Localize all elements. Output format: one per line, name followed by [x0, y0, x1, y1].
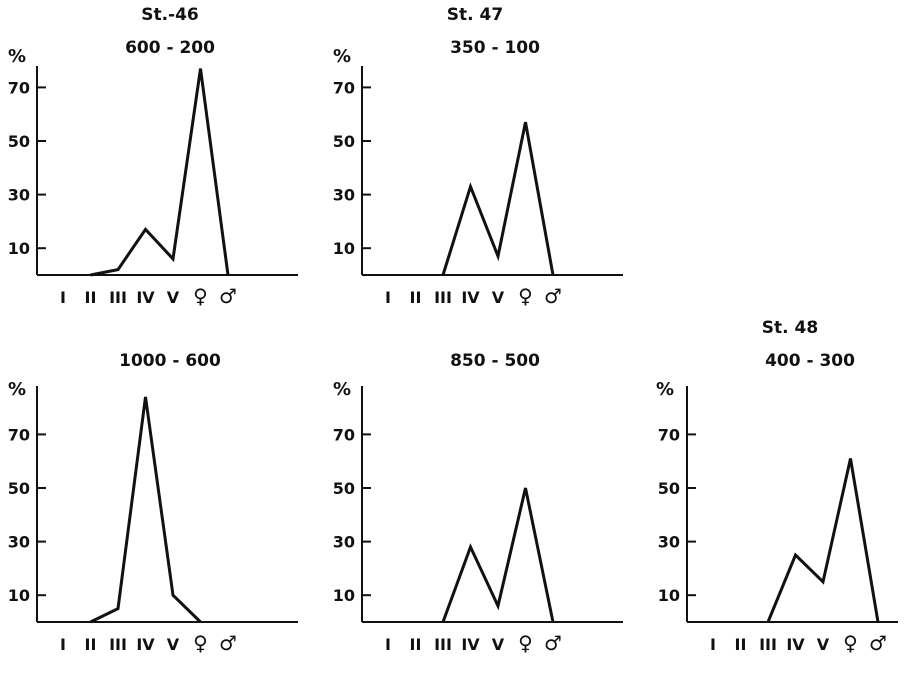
x-tick-label: ♂	[869, 631, 887, 655]
x-tick-label: ♀	[193, 284, 208, 308]
x-tick-label: IV	[786, 635, 805, 654]
station-label-48: St. 48	[730, 318, 850, 338]
x-tick-label: II	[410, 288, 422, 307]
x-tick-label: IV	[461, 288, 480, 307]
y-tick-label: 30	[8, 186, 30, 205]
x-tick-label: III	[109, 288, 127, 307]
x-tick-label: III	[109, 635, 127, 654]
y-tick-label: 50	[8, 479, 30, 498]
y-tick-label: 50	[333, 479, 355, 498]
y-tick-label: 70	[333, 78, 355, 97]
x-tick-label: I	[710, 635, 716, 654]
y-tick-label: 10	[333, 586, 355, 605]
x-tick-label: ♀	[518, 284, 533, 308]
x-tick-label: III	[434, 288, 452, 307]
y-tick-label: 70	[8, 425, 30, 444]
y-tick-label: 50	[658, 479, 680, 498]
x-tick-label: I	[60, 288, 66, 307]
y-tick-label: 70	[333, 425, 355, 444]
x-tick-label: IV	[136, 635, 155, 654]
x-tick-label: III	[434, 635, 452, 654]
y-tick-label: 10	[658, 586, 680, 605]
x-tick-label: ♂	[219, 631, 237, 655]
x-tick-label: ♂	[544, 284, 562, 308]
y-tick-label: 30	[658, 533, 680, 552]
y-tick-label: 10	[8, 239, 30, 258]
x-tick-label: ♀	[193, 631, 208, 655]
series-line	[91, 69, 229, 275]
x-tick-label: V	[817, 635, 830, 654]
y-tick-label: 10	[8, 586, 30, 605]
x-tick-label: II	[85, 635, 97, 654]
x-tick-label: I	[60, 635, 66, 654]
x-tick-label: II	[410, 635, 422, 654]
x-tick-label: V	[167, 288, 180, 307]
x-tick-label: V	[492, 635, 505, 654]
y-tick-label: 70	[8, 78, 30, 97]
station-label-47: St. 47	[415, 5, 535, 25]
x-tick-label: V	[167, 635, 180, 654]
x-tick-label: II	[735, 635, 747, 654]
series-line	[443, 122, 553, 275]
x-tick-label: IV	[461, 635, 480, 654]
x-tick-label: ♂	[544, 631, 562, 655]
y-tick-label: 10	[333, 239, 355, 258]
x-tick-label: ♀	[518, 631, 533, 655]
station-label-46: St.-46	[110, 5, 230, 25]
y-tick-label: 70	[658, 425, 680, 444]
y-tick-label: 30	[333, 186, 355, 205]
y-tick-label: 50	[333, 132, 355, 151]
series-line	[443, 488, 553, 622]
x-tick-label: I	[385, 288, 391, 307]
x-tick-label: III	[759, 635, 777, 654]
x-tick-label: ♀	[843, 631, 858, 655]
series-line	[768, 459, 878, 623]
x-tick-label: II	[85, 288, 97, 307]
y-tick-label: 30	[333, 533, 355, 552]
x-tick-label: I	[385, 635, 391, 654]
y-tick-label: 50	[8, 132, 30, 151]
x-tick-label: V	[492, 288, 505, 307]
series-line	[91, 397, 201, 622]
x-tick-label: ♂	[219, 284, 237, 308]
y-tick-label: 30	[8, 533, 30, 552]
x-tick-label: IV	[136, 288, 155, 307]
